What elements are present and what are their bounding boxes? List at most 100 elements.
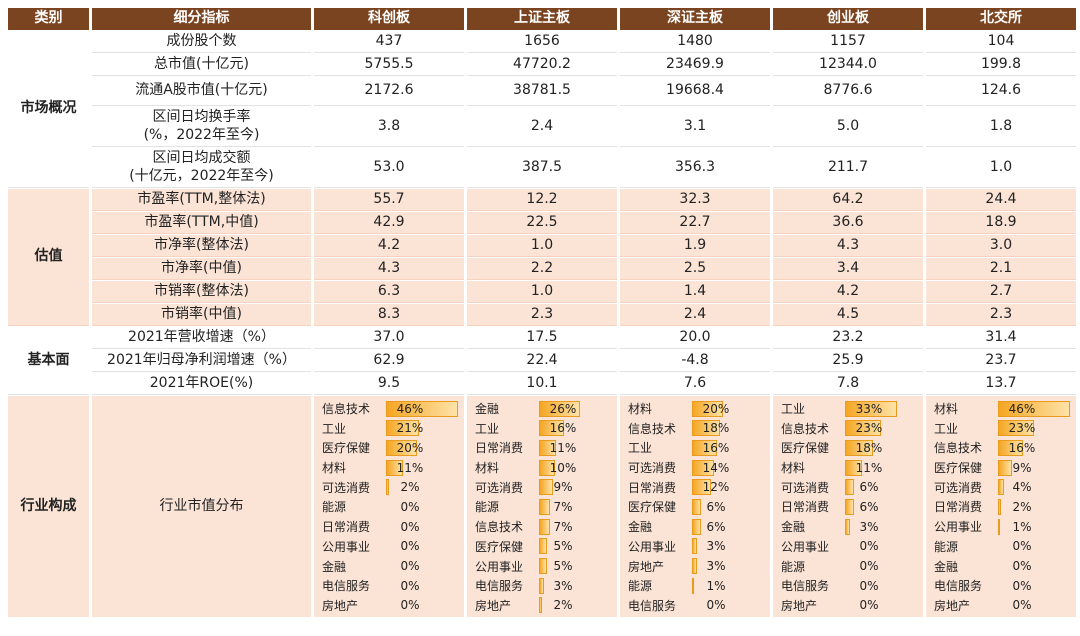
industry-name: 材料 [781, 461, 806, 476]
industry-bar-track: 16% [692, 439, 764, 456]
industry-row: 医疗保健 18% [781, 438, 917, 457]
value-cell: 17.5 [467, 327, 617, 349]
value-cell: 10.1 [467, 373, 617, 395]
value-cell: 37.0 [314, 327, 464, 349]
industry-percent: 1% [706, 578, 726, 593]
industry-bar-track: 12% [692, 479, 764, 496]
value-cell: 55.7 [314, 189, 464, 211]
industry-bar [692, 400, 723, 417]
value-cell: 1.8 [926, 107, 1076, 147]
value-cell: 356.3 [620, 148, 770, 188]
industry-row: 能源 7% [475, 497, 611, 516]
industry-bar-track: 23% [845, 420, 917, 437]
indicator-cell: 区间日均换手率 (%，2022年至今) [92, 107, 311, 147]
industry-bar-track: 20% [692, 400, 764, 417]
value-cell: 23469.9 [620, 54, 770, 76]
value-cell: 18.9 [926, 212, 1076, 234]
industry-name: 日常消费 [781, 500, 830, 515]
industry-name: 金融 [475, 402, 500, 416]
industry-row: 电信服务 0% [934, 576, 1070, 595]
industry-bar [539, 439, 556, 456]
header-indicator: 细分指标 [92, 8, 311, 30]
industry-row: 能源 0% [781, 557, 917, 576]
industry-row: 医疗保健 6% [628, 497, 764, 516]
industry-bar [692, 558, 697, 574]
industry-name: 公用事业 [475, 559, 524, 574]
market-comparison-table: 类别 细分指标 科创板 上证主板 深证主板 创业板 北交所 市场概况 成份股个数 4… [8, 8, 1076, 617]
value-cell: 23.2 [773, 327, 923, 349]
value-cell: 2.4 [620, 304, 770, 326]
industry-bar-track: 0% [998, 538, 1070, 554]
category-industry: 行业构成 [8, 396, 89, 617]
industry-row: 能源 1% [628, 576, 764, 595]
value-cell: 2172.6 [314, 77, 464, 106]
industry-row: 信息技术 46% [322, 399, 458, 418]
industry-name: 工业 [934, 421, 959, 436]
industry-percent: 23% [1008, 421, 1036, 436]
industry-row: 信息技术 7% [475, 517, 611, 536]
value-cell: 1480 [620, 31, 770, 53]
industry-bar [845, 479, 854, 496]
industry-bar-track: 0% [386, 558, 458, 574]
industry-board-list: 材料 46% 工业 23% 信息技术 16% 医疗保健 9% 可选消费 4% 日常消费 2% 公用事业 1… [926, 396, 1076, 617]
value-cell: 3.0 [926, 235, 1076, 257]
value-cell: 4.5 [773, 304, 923, 326]
industry-bar [998, 420, 1034, 437]
industry-bar-track: 9% [539, 479, 611, 496]
industry-percent: 21% [396, 421, 424, 436]
header-bse: 北交所 [926, 8, 1076, 30]
industry-bar-track: 7% [539, 498, 611, 515]
industry-name: 可选消费 [628, 461, 677, 476]
industry-bar-track: 4% [998, 479, 1070, 496]
industry-name: 信息技术 [322, 402, 371, 416]
industry-bar [845, 439, 873, 456]
industry-name: 可选消费 [322, 480, 371, 495]
industry-name: 医疗保健 [781, 441, 830, 456]
industry-name: 房地产 [628, 559, 665, 574]
industry-row: 房地产 2% [475, 596, 611, 615]
industry-bar-track: 2% [998, 498, 1070, 515]
value-cell: 24.4 [926, 189, 1076, 211]
industry-percent: 2% [400, 480, 420, 495]
value-cell: 1157 [773, 31, 923, 53]
industry-bar-track: 2% [386, 479, 458, 496]
industry-bar-track: 46% [998, 400, 1070, 417]
industry-bar-track: 6% [845, 498, 917, 515]
industry-bar [692, 498, 701, 515]
industry-row: 房地产 3% [628, 557, 764, 576]
industry-bar [845, 518, 850, 535]
industry-bar-track: 0% [386, 499, 458, 515]
header-chinext: 创业板 [773, 8, 923, 30]
industry-row: 可选消费 14% [628, 458, 764, 477]
industry-bar [998, 498, 1001, 515]
industry-percent: 1% [1012, 519, 1032, 534]
industry-bar [539, 459, 555, 476]
indicator-cell: 市净率(中值) [92, 258, 311, 280]
industry-bar-track: 21% [386, 420, 458, 437]
industry-name: 电信服务 [322, 579, 371, 594]
industry-bar [539, 538, 547, 555]
industry-percent: 20% [702, 401, 730, 416]
category-fundamentals: 基本面 [8, 327, 89, 395]
industry-row: 房地产 0% [781, 596, 917, 615]
industry-bar [845, 420, 881, 437]
industry-bar [998, 400, 1070, 417]
industry-bar [539, 558, 547, 574]
value-cell: 5.0 [773, 107, 923, 147]
industry-name: 日常消费 [322, 520, 371, 535]
industry-name: 能源 [475, 500, 500, 515]
industry-row: 电信服务 3% [475, 576, 611, 595]
industry-bar [692, 538, 697, 555]
industry-bar-track: 0% [998, 578, 1070, 594]
industry-name: 电信服务 [628, 598, 677, 613]
industry-percent: 11% [396, 460, 424, 475]
industry-bar-track: 3% [539, 577, 611, 594]
industry-name: 材料 [475, 461, 500, 476]
industry-row: 信息技术 16% [934, 438, 1070, 457]
industry-bar [386, 479, 389, 496]
industry-bar-track: 18% [692, 420, 764, 437]
value-cell: 1.0 [467, 281, 617, 303]
industry-bar-track: 3% [692, 558, 764, 574]
industry-row: 能源 0% [934, 537, 1070, 556]
industry-bar-track: 14% [692, 459, 764, 476]
